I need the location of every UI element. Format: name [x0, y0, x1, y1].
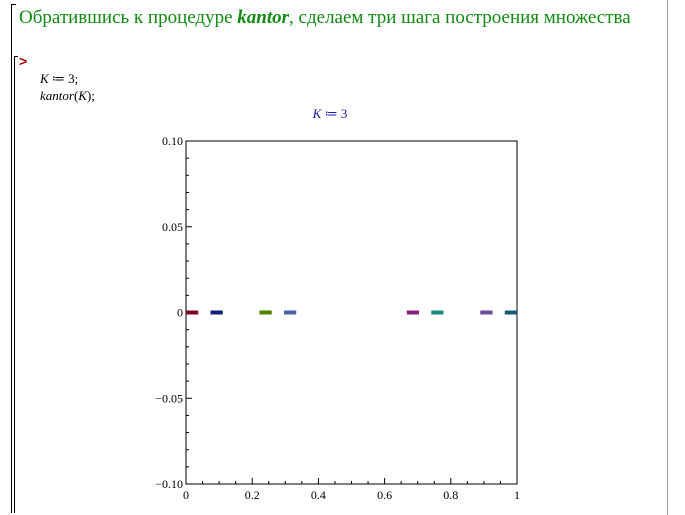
x-tick-label: 0 [183, 488, 189, 502]
input-paren-open: ( [73, 88, 79, 103]
y-tick-label: 0 [177, 306, 183, 320]
input-assign-rest: ≔ 3; [48, 71, 79, 86]
section-bracket-outer[interactable] [11, 4, 16, 513]
section-bracket-inner[interactable] [14, 56, 18, 513]
input-prompt-icon[interactable]: > [19, 53, 28, 69]
input-paren-close: ); [86, 88, 95, 103]
y-tick-label: 0.05 [162, 220, 183, 234]
input-arg: K [78, 88, 87, 103]
x-tick-label: 0.2 [245, 488, 260, 502]
minor-ticks [186, 157, 501, 484]
y-tick-label: −0.10 [155, 477, 183, 491]
y-tick-label: −0.05 [155, 391, 183, 405]
input-line-assignment[interactable]: K ≔ 3; [40, 71, 78, 87]
heading-keyword: kantor [237, 7, 290, 28]
heading-text-after: , сделаем три шага построения множества [289, 7, 631, 28]
input-func: kantor [40, 88, 74, 103]
output-rest: ≔ 3 [321, 106, 348, 121]
worksheet-right-border [667, 0, 668, 515]
heading-text-before: Обратившись к процедуре [19, 7, 238, 28]
input-line-call[interactable]: kantor(K); [40, 88, 95, 104]
x-tick-label: 1 [514, 488, 520, 502]
plot-frame [185, 140, 518, 485]
input-var: K [40, 71, 49, 86]
tick-labels: 0.100.050−0.05−0.100 0.2 0.4 0.6 0.8 1 [155, 134, 520, 502]
x-tick-label: 0.4 [311, 488, 326, 502]
x-tick-label: 0.6 [377, 488, 392, 502]
output-assignment: K ≔ 3 [300, 106, 360, 122]
section-heading-text[interactable]: Обратившись к процедуре kantor, сделаем … [19, 6, 639, 29]
x-tick-label: 0.8 [443, 488, 458, 502]
major-ticks [185, 140, 518, 485]
y-tick-label: 0.10 [162, 134, 183, 148]
output-var: K [312, 106, 322, 121]
